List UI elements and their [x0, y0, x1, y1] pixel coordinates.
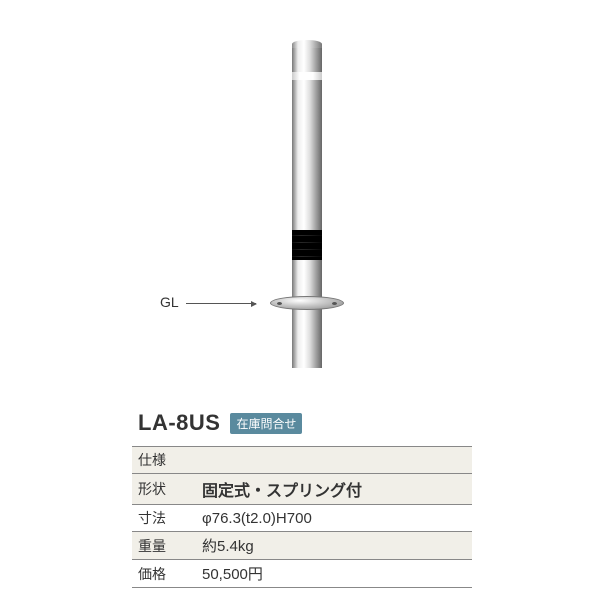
base-flange	[270, 296, 344, 310]
spec-row-price: 価格 50,500円	[132, 560, 472, 588]
post-lower	[292, 260, 322, 300]
model-code: LA-8US	[138, 410, 220, 436]
gl-indicator-line	[186, 303, 256, 304]
spec-value: 50,500円	[194, 560, 472, 587]
spec-row-dimensions: 寸法 φ76.3(t2.0)H700	[132, 505, 472, 532]
spec-label: 重量	[132, 533, 194, 559]
product-image-area: GL	[0, 0, 600, 410]
spec-label: 形状	[132, 476, 194, 502]
spec-value: 約5.4kg	[194, 532, 472, 559]
post-upper	[292, 48, 322, 72]
spec-row-weight: 重量 約5.4kg	[132, 532, 472, 560]
spec-label: 寸法	[132, 505, 194, 531]
spec-header-row: 仕様	[132, 447, 472, 474]
stock-badge: 在庫問合せ	[230, 413, 302, 434]
post-cap	[292, 40, 322, 48]
model-row: LA-8US 在庫問合せ	[138, 410, 302, 436]
reflective-band	[292, 72, 322, 80]
spec-row-shape: 形状 固定式・スプリング付	[132, 474, 472, 505]
spec-table: 仕様 形状 固定式・スプリング付 寸法 φ76.3(t2.0)H700 重量 約…	[132, 446, 472, 588]
gl-label: GL	[160, 294, 179, 310]
post-mid	[292, 80, 322, 230]
spec-value: 固定式・スプリング付	[194, 474, 472, 504]
spec-label: 価格	[132, 561, 194, 587]
post-underground	[292, 303, 322, 368]
bollard-illustration	[292, 40, 322, 370]
spec-header: 仕様	[132, 447, 472, 473]
spring-section	[292, 230, 322, 260]
spec-value: φ76.3(t2.0)H700	[194, 507, 472, 530]
